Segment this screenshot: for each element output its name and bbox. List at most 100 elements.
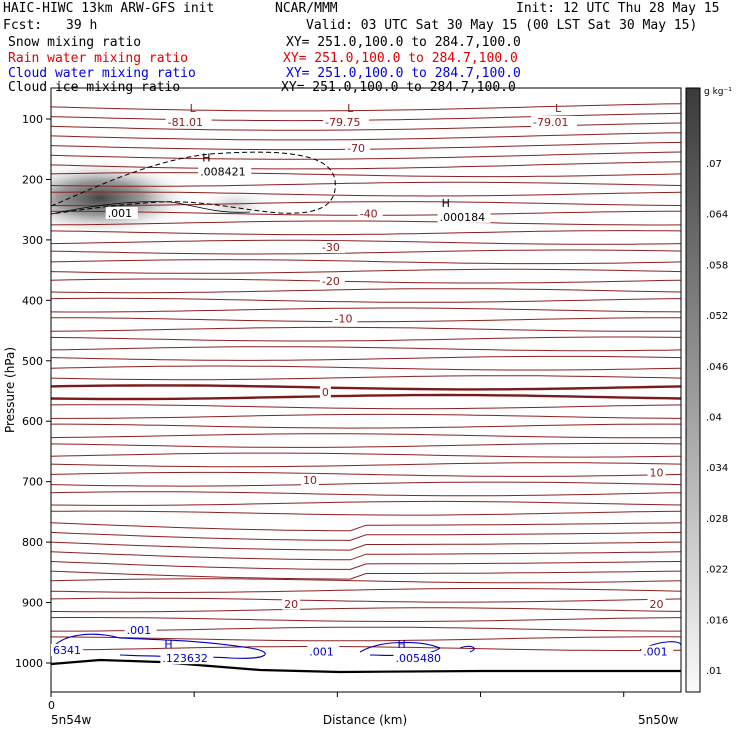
isotherm-label: -40 (360, 207, 378, 220)
isotherm-line (51, 570, 681, 580)
x-start-label: 5n54w (51, 713, 92, 727)
isotherm-line (51, 423, 681, 429)
isotherm-line (51, 355, 681, 361)
extremum-value: -79.01 (533, 116, 568, 129)
extremum-marker: H (164, 638, 172, 651)
isotherm-line (51, 510, 681, 516)
x-tick-label-zero: 0 (48, 699, 55, 712)
isotherm-label-bg (332, 312, 358, 325)
isotherm-line (51, 375, 681, 381)
isotherm-line (51, 326, 681, 332)
isotherm-label: 20 (284, 598, 298, 611)
field-name-cloudwater: Cloud water mixing ratio (8, 66, 196, 81)
colorbar-label: .064 (706, 210, 728, 221)
y-axis: 100 200 300 400 500 600 700 800 900 1000 (15, 113, 51, 670)
contour-value-label-bg (105, 206, 138, 219)
extremum-marker: L (555, 102, 562, 115)
fcst-value: 39 h (66, 18, 98, 33)
extremum-value: .000184 (440, 211, 486, 224)
isotherm-line (51, 500, 681, 506)
y-tick-label: 300 (22, 234, 43, 247)
title-left: HAIC-HIWC 13km ARW-GFS init (3, 1, 215, 16)
field-name-rain: Rain water mixing ratio (8, 51, 189, 66)
fcst-label: Fcst: (3, 18, 43, 33)
isotherm-line (51, 297, 681, 303)
isotherm-line (51, 452, 681, 458)
extremum-marker: H (442, 197, 450, 210)
field-xy-cloudwater: XY= 251.0,100.0 to 284.7,100.0 (286, 66, 521, 81)
isotherm-line (51, 522, 681, 532)
isotherm-line (51, 636, 681, 642)
extremum-value-bg (165, 115, 212, 128)
contour-value-label: .001 (127, 624, 152, 637)
isotherm-line (51, 346, 681, 352)
isotherm-line (51, 578, 681, 584)
isotherm-line (51, 491, 681, 497)
isotherm-line (51, 413, 681, 419)
isotherm-line (51, 336, 681, 342)
isotherm-line (51, 172, 681, 178)
colorbar-label: .052 (706, 311, 728, 322)
isotherm-label: 0 (322, 386, 329, 399)
contour-value-label: .001 (309, 646, 334, 659)
isotherm-label-bg (345, 142, 371, 155)
isotherm-label-bg (319, 274, 345, 287)
x-end-label: 5n50w (638, 713, 679, 727)
colorbar-label: .034 (706, 463, 728, 474)
isotherm-label: 20 (650, 598, 664, 611)
isotherm-line (51, 317, 681, 323)
y-tick-label: 900 (22, 597, 43, 610)
colorbar-label: .01 (706, 666, 722, 677)
isotherm-line (51, 481, 681, 487)
y-tick-label: 1000 (15, 657, 43, 670)
cloud-water-contour (50, 633, 266, 659)
colorbar-label: .04 (706, 413, 722, 424)
isotherm-line (51, 384, 681, 391)
isotherm-label-bg (319, 241, 345, 254)
isotherm-line (51, 239, 681, 245)
source-label: NCAR/MMM (275, 1, 338, 16)
isotherm-label: -30 (322, 241, 340, 254)
isotherm-label-bg (282, 597, 301, 610)
isotherm-line (51, 646, 681, 651)
extremum-value-bg (198, 165, 252, 178)
isotherm-line (51, 471, 681, 477)
colorbar-label: .016 (706, 615, 728, 626)
extremum-value-bg (531, 115, 577, 128)
isotherm-line (51, 551, 681, 561)
isotherm-line (51, 597, 681, 603)
contour-value-label: .001 (108, 207, 133, 220)
isotherm-label: -10 (335, 312, 353, 325)
y-tick-label: 100 (22, 113, 43, 126)
isotherm-line (51, 181, 681, 187)
contour-value-label-bg (51, 643, 83, 656)
isotherm-line (51, 607, 681, 613)
extremum-value: .005480 (396, 652, 442, 665)
extremum-marker: H (398, 638, 406, 651)
isotherm-label: 10 (303, 474, 317, 487)
y-axis-label: Pressure (hPa) (3, 347, 17, 433)
isotherm-line (51, 617, 681, 622)
y-tick-label: 800 (22, 536, 43, 549)
extremum-marker: L (190, 102, 197, 115)
field-xy-snow: XY= 251.0,100.0 to 284.7,100.0 (286, 35, 521, 50)
extremum-value-bg (160, 652, 214, 665)
isotherm-line (51, 307, 681, 313)
terrain-surface-line (50, 658, 681, 674)
cloud-water-contour (459, 645, 475, 653)
extremum-value: -81.01 (168, 116, 203, 129)
y-tick-label: 200 (22, 173, 43, 186)
isotherm-label: 10 (650, 467, 664, 480)
isotherm-line (51, 191, 681, 197)
isotherm-line (51, 393, 681, 401)
contour-value-label-bg (307, 645, 340, 658)
isotherm-label-bg (301, 473, 319, 486)
snow-contour (50, 151, 336, 215)
extremum-value-bg (323, 115, 370, 128)
colorbar-unit: g kg⁻¹ (704, 87, 732, 97)
isotherm-line (51, 404, 681, 410)
isotherm-line (51, 259, 681, 265)
isotherm-line (51, 151, 681, 160)
